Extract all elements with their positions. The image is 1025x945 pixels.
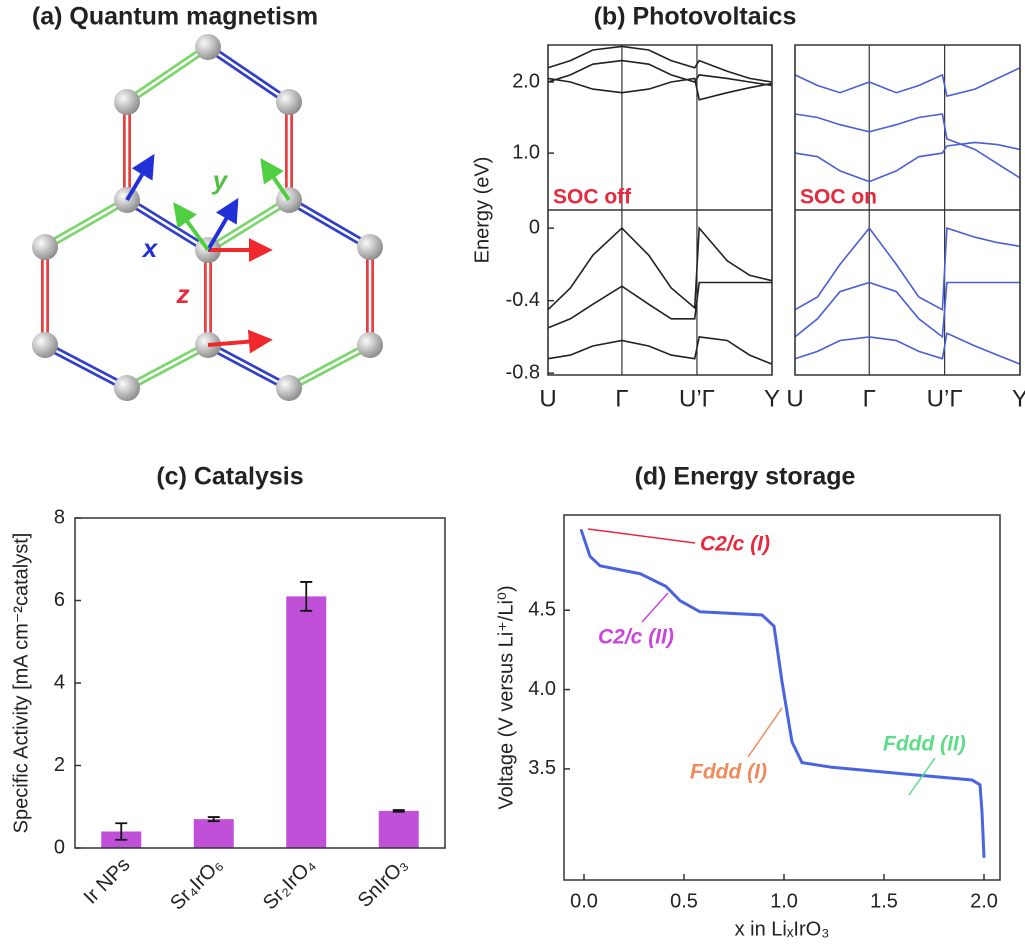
x-tick-label: U: [786, 385, 803, 412]
x-tick-label: 1.5: [870, 890, 898, 912]
annotation-arrow: [747, 707, 783, 758]
data-line: [547, 226, 773, 311]
y-axis-label: Specific Activity [mA cm⁻²catalyst]: [10, 533, 32, 834]
data-line: [794, 141, 1021, 183]
x-tick-label: Γ: [863, 385, 876, 412]
x-tick-label: Y: [764, 385, 780, 412]
x-tick-label: U: [539, 385, 556, 412]
plot-frame: [794, 44, 1021, 376]
y-tick-label: 1.0: [512, 141, 540, 163]
bond-label: x: [141, 233, 159, 263]
plot-frame: [74, 517, 446, 849]
error-bar: [115, 822, 128, 841]
error-bar: [207, 816, 220, 823]
bar: [193, 819, 234, 848]
y-tick-label: 8: [54, 506, 65, 528]
data-line: [794, 113, 1021, 179]
data-line: [794, 67, 1021, 98]
data-line: [547, 45, 773, 83]
data-line: [794, 226, 1021, 312]
plot-frame: [547, 44, 773, 376]
x-tick-label: 0.0: [570, 890, 598, 912]
x-axis-label: x in LiₓIrO₃: [735, 918, 830, 940]
annotation: C2/c (II): [598, 626, 674, 649]
bar: [286, 596, 327, 848]
y-tick-label: 3.5: [528, 757, 556, 779]
y-tick-label: 0: [529, 216, 540, 238]
x-tick-label: SnIrO₃: [354, 854, 412, 912]
y-axis-label: Energy (eV): [471, 157, 493, 264]
y-tick-label: 2.0: [512, 70, 540, 92]
error-bar: [392, 809, 405, 813]
panel-title: (c) Catalysis: [156, 463, 303, 491]
x-tick-label: 2.0: [970, 890, 998, 912]
data-line: [794, 281, 1020, 339]
data-line: [547, 281, 772, 329]
x-tick-label: Sr₂IrO₄: [259, 854, 320, 915]
y-tick-label: 0: [54, 836, 65, 858]
data-line: [547, 59, 773, 87]
x-tick-label: 0.5: [670, 890, 698, 912]
data-line: [547, 336, 773, 365]
plot-frame: [563, 514, 1001, 881]
panel-title: (d) Energy storage: [635, 463, 856, 491]
y-tick-label: 6: [54, 589, 65, 611]
data-line: [547, 77, 773, 101]
bar: [378, 810, 419, 848]
y-tick-label: -0.4: [506, 289, 540, 311]
x-tick-label: U’Γ: [927, 385, 963, 412]
x-tick-label: Sr₄IrO₆: [166, 854, 227, 915]
annotation: SOC on: [800, 186, 877, 209]
x-tick-label: 1.0: [770, 890, 798, 912]
data-line: [794, 332, 1021, 365]
x-tick-label: U’Γ: [679, 385, 715, 412]
annotation: Fddd (I): [690, 761, 767, 784]
y-tick-label: 4.0: [528, 678, 556, 700]
annotation: Fddd (II): [883, 733, 966, 756]
bond-label: z: [176, 279, 190, 309]
x-tick-label: Γ: [615, 385, 628, 412]
annotation: SOC off: [553, 186, 632, 209]
y-axis-label: Voltage (V versus Li⁺/Li⁰): [495, 585, 517, 809]
y-tick-label: 4.5: [528, 598, 556, 620]
annotation: C2/c (I): [700, 533, 770, 556]
annotation-arrow: [641, 592, 669, 623]
panel-title: (a) Quantum magnetism: [32, 3, 318, 31]
x-tick-label: Ir NPs: [80, 854, 135, 909]
y-tick-label: 2: [54, 754, 65, 776]
annotation-arrow: [908, 757, 936, 796]
data-line: [579, 528, 986, 858]
bond-label: y: [211, 165, 229, 195]
annotation-arrow: [587, 528, 696, 544]
y-tick-label: 4: [54, 671, 65, 693]
honeycomb: [32, 34, 383, 401]
y-tick-label: -0.8: [506, 361, 540, 383]
panel-title: (b) Photovoltaics: [594, 3, 797, 31]
x-tick-label: Y: [1012, 385, 1025, 412]
error-bar: [300, 581, 313, 612]
